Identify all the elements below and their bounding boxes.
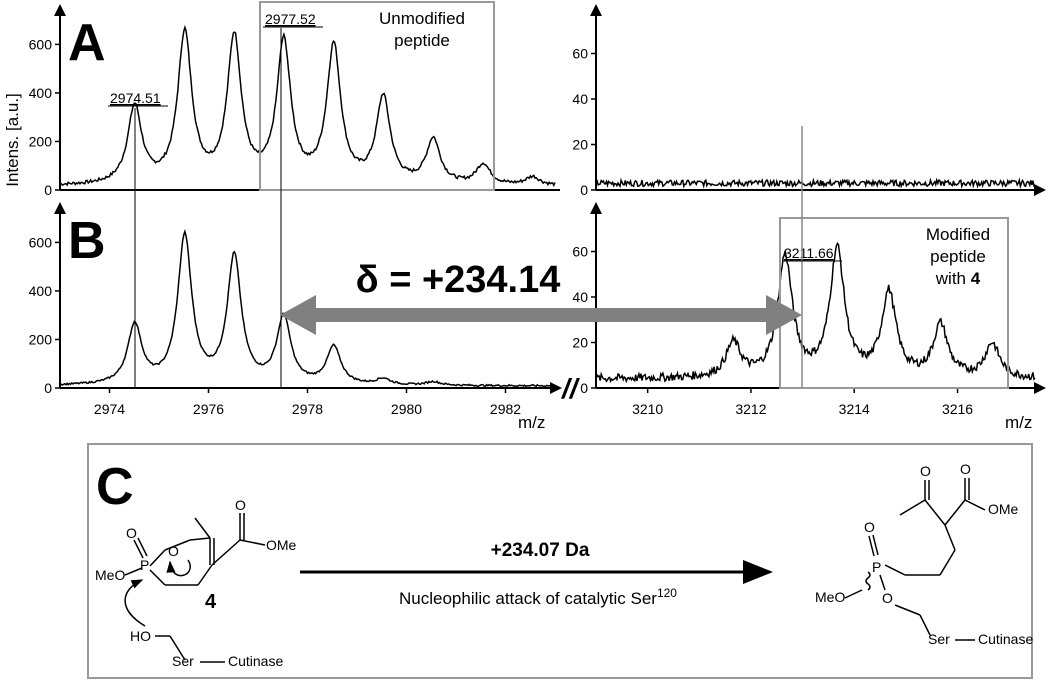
y-tick-label-b-left-200: 200 <box>29 331 53 347</box>
y-tick-label-b-right-40: 40 <box>572 289 588 305</box>
panel-letter-c: C <box>96 458 134 516</box>
reaction-mass-label: +234.07 Da <box>491 540 590 561</box>
x-tick-label-b-right-3212: 3212 <box>735 401 766 417</box>
reactant-structure <box>124 513 266 663</box>
unmodified-label-1: Unmodified <box>379 9 465 28</box>
scheme-p-right: P <box>872 559 881 575</box>
scheme-p-left: P <box>140 557 149 573</box>
spectrum-a-left <box>59 24 556 188</box>
unmodified-label-2: peptide <box>394 31 450 50</box>
y-tick-label-a-left-600: 600 <box>29 36 53 52</box>
y-tick-label-a-left-400: 400 <box>29 85 53 101</box>
product-structure <box>844 478 986 641</box>
x-tick-label-b-left-2980: 2980 <box>391 401 422 417</box>
x-tick-label-b-left-2974: 2974 <box>94 401 125 417</box>
scheme-meo-left: MeO <box>95 567 125 583</box>
scheme-box <box>87 443 1033 679</box>
y-tick-label-b-left-400: 400 <box>29 283 53 299</box>
scheme-ome-left: OMe <box>266 537 297 553</box>
y-tick-label-b-right-0: 0 <box>580 380 588 396</box>
spectra-layer <box>59 24 1036 388</box>
axes <box>54 4 1046 394</box>
panel-letter-a: A <box>68 14 106 72</box>
scheme-meo-right: MeO <box>815 589 845 605</box>
spectrum-b-right <box>595 241 1036 384</box>
x-tick-label-b-right-3216: 3216 <box>942 401 973 417</box>
mass-shift-arrow <box>280 295 802 335</box>
x-axis-label-left: m/z <box>518 413 545 432</box>
unmodified-box <box>259 1 495 191</box>
mass-shift-label: δ = +234.14 <box>356 259 561 301</box>
scheme-cutinase-right: Cutinase <box>978 631 1033 647</box>
scheme-ho: HO <box>130 628 151 644</box>
scheme-o-right: O <box>882 590 893 606</box>
x-tick-label-b-right-3214: 3214 <box>839 401 870 417</box>
x-tick-label-b-right-3210: 3210 <box>632 401 663 417</box>
modified-label-1: Modified <box>926 225 990 244</box>
y-tick-label-a-left-200: 200 <box>29 133 53 149</box>
spectrum-a-right <box>595 177 1036 190</box>
modified-label-with: with <box>935 269 971 288</box>
scheme-ser-left: Ser <box>172 653 194 669</box>
scheme-o-ring: O <box>168 543 179 559</box>
reaction-description-superscript: 120 <box>657 586 677 600</box>
scheme-ome-right: OMe <box>988 501 1019 517</box>
peak-label-2977: 2977.52 <box>265 11 316 27</box>
y-tick-label-b-left-0: 0 <box>44 380 52 396</box>
peak-label-3211: 3211.66 <box>784 245 834 261</box>
y-tick-label-a-left-0: 0 <box>44 182 52 198</box>
scheme-cutinase-left: Cutinase <box>228 653 283 669</box>
x-tick-label-b-left-2978: 2978 <box>292 401 323 417</box>
y-tick-label-b-left-600: 600 <box>29 234 53 250</box>
scheme-compound-number: 4 <box>205 591 217 613</box>
modified-label-3: with 4 <box>935 269 981 288</box>
x-axis-label-right: m/z <box>1005 413 1032 432</box>
modified-compound-number: 4 <box>971 269 981 288</box>
scheme-ser-right: Ser <box>928 631 950 647</box>
scheme-o-keto-right: O <box>864 519 875 535</box>
x-tick-label-b-left-2982: 2982 <box>490 401 521 417</box>
y-tick-label-b-right-60: 60 <box>572 244 588 260</box>
panel-letter-b: B <box>68 212 106 270</box>
axis-break-mark: // <box>560 373 581 404</box>
y-axis-label: Intens. [a.u.] <box>3 93 22 187</box>
peak-label-2974: 2974.51 <box>110 90 161 106</box>
reaction-description: Nucleophilic attack of catalytic Ser120 <box>399 586 677 608</box>
reaction-description-main: Nucleophilic attack of catalytic Ser <box>399 589 657 608</box>
scheme-o-keto-left: O <box>126 525 137 541</box>
scheme-o-acetyl: O <box>920 463 931 479</box>
y-tick-label-a-right-20: 20 <box>572 137 588 153</box>
y-tick-label-a-right-0: 0 <box>580 182 588 198</box>
scheme-o-ester-right: O <box>960 461 971 477</box>
spectrum-b-left <box>59 228 556 388</box>
modified-label-2: peptide <box>930 247 986 266</box>
x-tick-label-b-left-2976: 2976 <box>193 401 224 417</box>
y-tick-label-a-right-40: 40 <box>572 91 588 107</box>
y-tick-label-b-right-20: 20 <box>572 335 588 351</box>
scheme-o-ester-left: O <box>235 497 246 513</box>
y-tick-label-a-right-60: 60 <box>572 46 588 62</box>
